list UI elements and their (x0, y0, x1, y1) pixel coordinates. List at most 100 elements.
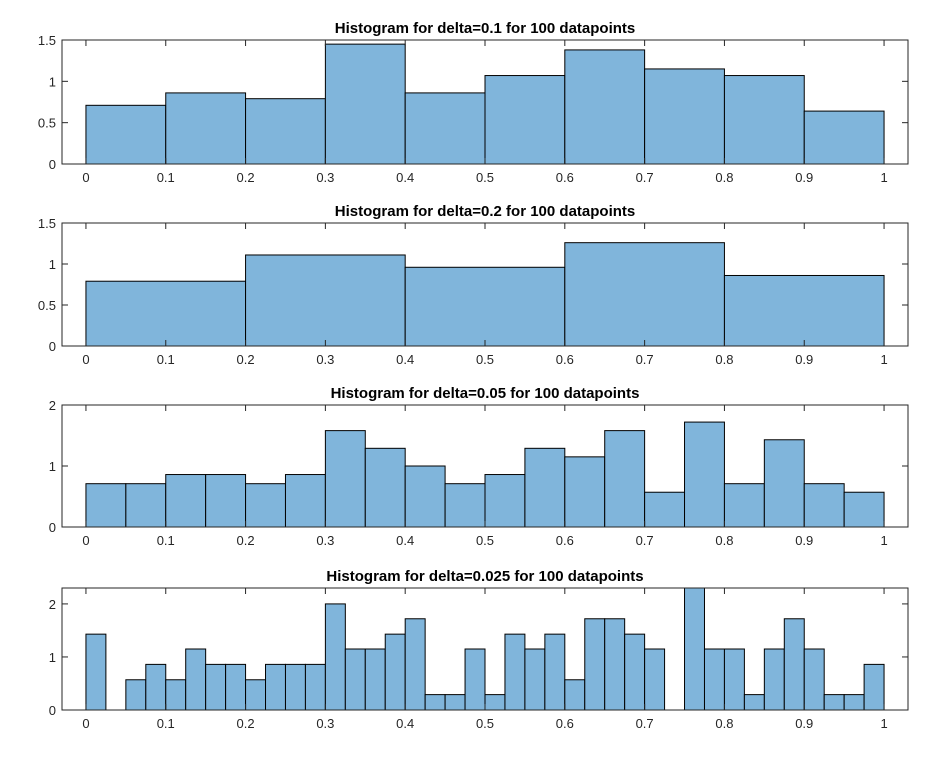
histogram-bar (584, 618, 606, 711)
histogram-bar (703, 648, 725, 711)
histogram-bar (803, 483, 845, 528)
histogram-bar (484, 75, 566, 165)
histogram-bar (803, 110, 885, 165)
histogram-bar (324, 603, 346, 711)
x-tick-label: 0.8 (715, 352, 733, 367)
y-tick-label: 1 (49, 459, 56, 474)
x-tick-label: 0 (82, 352, 89, 367)
histogram-bar (125, 483, 167, 528)
histogram-bar (763, 648, 785, 711)
x-tick-label: 0.2 (237, 352, 255, 367)
x-tick-label: 0.9 (795, 716, 813, 731)
histogram-panel-1: Histogram for delta=0.1 for 100 datapoin… (38, 20, 909, 185)
histogram-bar (783, 618, 805, 711)
x-tick-label: 0.4 (396, 352, 414, 367)
histogram-bar (843, 694, 865, 711)
x-tick-label: 0.1 (157, 533, 175, 548)
x-tick-label: 0.2 (237, 170, 255, 185)
chart-title: Histogram for delta=0.2 for 100 datapoin… (335, 203, 636, 220)
histogram-bar (484, 694, 506, 711)
histogram-bar (564, 679, 586, 711)
histogram-bar (484, 474, 526, 528)
x-tick-label: 0.2 (237, 716, 255, 731)
histogram-bar (304, 663, 326, 711)
histogram-panel-4: Histogram for delta=0.025 for 100 datapo… (49, 568, 909, 731)
histogram-bar (464, 648, 486, 711)
histogram-bar (245, 254, 406, 347)
histogram-bar (444, 694, 466, 711)
chart-title: Histogram for delta=0.05 for 100 datapoi… (331, 385, 640, 402)
histogram-bar (225, 663, 247, 711)
histogram-bar (863, 663, 885, 711)
histogram-bar (384, 633, 406, 711)
histogram-bar (823, 694, 845, 711)
x-tick-label: 0 (82, 533, 89, 548)
x-tick-label: 0.8 (715, 716, 733, 731)
histogram-bar (564, 242, 725, 347)
histogram-bar (165, 679, 187, 711)
y-tick-label: 0 (49, 520, 56, 535)
x-tick-label: 0.8 (715, 170, 733, 185)
histogram-bar (85, 483, 127, 528)
x-tick-label: 0.3 (316, 533, 334, 548)
histogram-bar (185, 648, 207, 711)
x-tick-label: 0.4 (396, 533, 414, 548)
histogram-bar (644, 491, 686, 528)
x-tick-label: 0 (82, 170, 89, 185)
y-tick-label: 0.5 (38, 298, 56, 313)
histogram-bar (723, 483, 765, 528)
x-tick-label: 0.4 (396, 170, 414, 185)
histogram-bar (404, 92, 486, 165)
histogram-bar (324, 430, 366, 528)
histogram-bar (344, 648, 366, 711)
histogram-bar (404, 618, 426, 711)
histogram-bar (564, 49, 646, 165)
histogram-bar (284, 474, 326, 528)
histogram-bar (364, 447, 406, 528)
histogram-bar (644, 648, 666, 711)
chart-title: Histogram for delta=0.025 for 100 datapo… (326, 568, 643, 585)
x-tick-label: 0.3 (316, 352, 334, 367)
x-tick-label: 0.6 (556, 352, 574, 367)
histogram-bar (723, 274, 885, 347)
histogram-bar (763, 439, 805, 528)
x-tick-label: 0.9 (795, 352, 813, 367)
x-tick-label: 0.1 (157, 170, 175, 185)
histogram-bar (684, 587, 705, 711)
y-tick-label: 1 (49, 257, 56, 272)
histogram-bar (424, 694, 446, 711)
x-tick-label: 0.1 (157, 352, 175, 367)
x-tick-label: 0.7 (636, 170, 654, 185)
x-tick-label: 0 (82, 716, 89, 731)
histogram-bar (544, 633, 566, 711)
histogram-bar (644, 68, 725, 165)
histogram-bar (245, 483, 286, 528)
x-tick-label: 0.7 (636, 533, 654, 548)
histogram-bar (85, 280, 247, 347)
x-tick-label: 0.7 (636, 352, 654, 367)
histogram-bar (284, 663, 306, 711)
y-tick-label: 0 (49, 703, 56, 718)
histogram-bar (205, 663, 227, 711)
chart-title: Histogram for delta=0.1 for 100 datapoin… (335, 20, 636, 37)
y-tick-label: 0.5 (38, 116, 56, 131)
histogram-bar (165, 474, 207, 528)
histogram-bar (504, 633, 526, 711)
x-tick-label: 0.9 (795, 170, 813, 185)
histogram-bar (265, 663, 286, 711)
histogram-bar (404, 266, 566, 347)
histogram-bar (324, 43, 406, 165)
x-tick-label: 0.3 (316, 170, 334, 185)
x-tick-label: 0.1 (157, 716, 175, 731)
histogram-bar (85, 104, 167, 165)
x-tick-label: 0.5 (476, 170, 494, 185)
histogram-bar (145, 663, 167, 711)
x-tick-label: 1 (880, 533, 887, 548)
x-tick-label: 0.7 (636, 716, 654, 731)
histogram-bar (604, 430, 646, 528)
histogram-bar (245, 679, 267, 711)
histogram-bar (564, 456, 606, 528)
x-tick-label: 1 (880, 170, 887, 185)
histogram-bar (205, 474, 247, 528)
x-tick-label: 1 (880, 716, 887, 731)
